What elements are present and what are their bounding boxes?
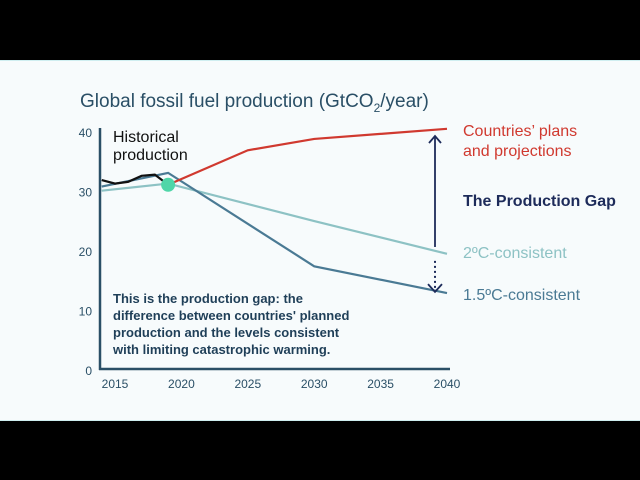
x-tick-label: 2015 xyxy=(102,377,129,391)
y-tick-label: 30 xyxy=(79,186,93,200)
y-tick-label: 10 xyxy=(79,305,93,319)
label-plans-1: Countries’ plans xyxy=(463,123,577,140)
y-tick-label: 0 xyxy=(85,364,92,378)
label-production-gap: The Production Gap xyxy=(463,193,616,210)
label-plans-2: and projections xyxy=(463,143,572,160)
annotation-line-4: with limiting catastrophic warming. xyxy=(112,342,330,357)
label-historical-2: production xyxy=(113,147,188,164)
chart-title: Global fossil fuel production (GtCO2/yea… xyxy=(80,91,429,115)
series-line-1-5-c-consistent xyxy=(101,171,448,295)
x-tick-label: 2025 xyxy=(234,377,261,391)
y-tick-label: 20 xyxy=(79,245,93,259)
annotation-line-3: production and the levels consistent xyxy=(113,325,340,340)
x-tick-label: 2035 xyxy=(367,377,394,391)
label-historical-1: Historical xyxy=(113,129,179,146)
series-line-countries-plans-and-projections xyxy=(167,127,448,186)
gap-arrow-head-up xyxy=(428,134,442,144)
series-line-2-c-consistent xyxy=(101,182,448,255)
gap-arrow-head-down xyxy=(427,283,443,294)
y-tick-label: 40 xyxy=(79,126,93,140)
series-line-historical-production xyxy=(101,173,169,186)
video-frame xyxy=(0,60,640,421)
label-1-5c: 1.5ºC-consistent xyxy=(463,287,581,304)
x-tick-label: 2040 xyxy=(434,377,461,391)
x-tick-label: 2020 xyxy=(168,377,195,391)
annotation-line-1: This is the production gap: the xyxy=(113,291,303,306)
current-year-marker xyxy=(161,177,176,192)
annotation-line-2: difference between countries' planned xyxy=(113,308,349,323)
x-tick-label: 2030 xyxy=(301,377,328,391)
label-2c: 2ºC-consistent xyxy=(463,245,567,262)
